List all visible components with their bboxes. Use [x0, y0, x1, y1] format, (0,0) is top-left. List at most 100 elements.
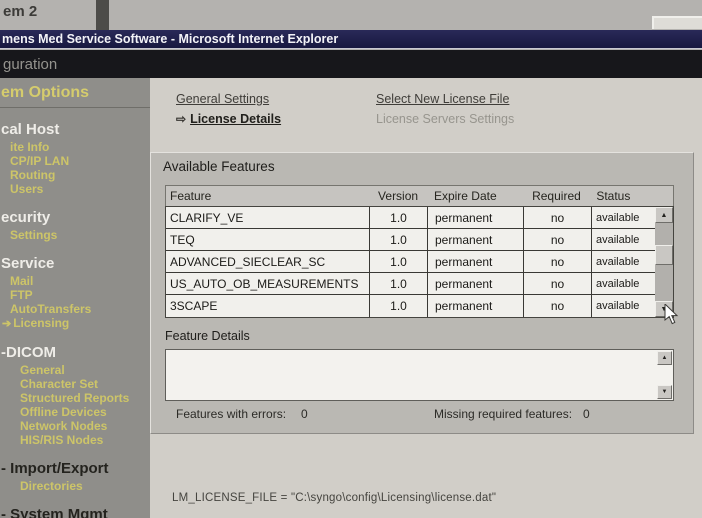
nav-link-select-new-license-file[interactable]: Select New License File — [376, 92, 514, 106]
scroll-up-button[interactable]: ▲ — [655, 207, 673, 223]
content-area: General Settings Select New License File ⇨… — [150, 78, 702, 518]
sidebar-item-label: HIS/RIS Nodes — [20, 433, 104, 447]
features-with-errors-value: 0 — [301, 407, 308, 421]
sidebar-item-licensing[interactable]: ➔ Licensing — [0, 316, 150, 331]
missing-required-features-label: Missing required features: — [434, 407, 573, 421]
table-row[interactable]: ADVANCED_SIECLEAR_SC 1.0 permanent no availa… — [166, 251, 655, 273]
details-scroll-down-button[interactable]: ▼ — [657, 385, 672, 399]
sidebar-nav: cal Host ite Info CP/IP LAN Routing Users ecu… — [0, 121, 150, 518]
sidebar-section-header: ecurity — [1, 209, 150, 226]
scroll-up-icon: ▲ — [660, 211, 668, 219]
sidebar-item-label: ite Info — [10, 140, 50, 154]
nav-link-license-details[interactable]: ⇨ License Details — [176, 112, 376, 126]
table-cell: 1.0 — [370, 295, 428, 317]
column-header-version: Version — [378, 189, 419, 203]
table-cell: available — [596, 255, 640, 268]
window-edge-divider — [96, 0, 109, 30]
mouse-cursor — [664, 304, 679, 325]
ie-titlebar[interactable]: mens Med Service Software - Microsoft In… — [0, 30, 702, 49]
details-scroll-up-button[interactable]: ▲ — [657, 351, 672, 365]
table-cell: no — [524, 295, 592, 317]
sidebar-item-label: - Import/Export — [1, 460, 109, 477]
sidebar: em Options cal Host ite Info CP/IP LAN Rout… — [0, 78, 150, 518]
table-cell: no — [524, 229, 592, 250]
page-header-band: guration — [0, 50, 702, 78]
panel-title: Available Features — [163, 159, 275, 174]
license-nav: General Settings Select New License File ⇨… — [176, 92, 514, 126]
details-scroll-down-icon: ▼ — [661, 389, 668, 395]
license-file-path: LM_LICENSE_FILE = "C:\syngo\config\Licen… — [172, 492, 497, 504]
sidebar-item-ite-info[interactable]: ite Info — [0, 140, 150, 154]
sidebar-item-character-set[interactable]: Character Set — [0, 377, 150, 391]
scrollbar-track[interactable] — [655, 223, 673, 301]
features-table-rows: CLARIFY_VE 1.0 permanent no available TEQ 1.0 p… — [166, 207, 655, 317]
sidebar-item-label: Service — [1, 255, 55, 272]
table-row[interactable]: 3SCAPE 1.0 permanent no available — [166, 295, 655, 317]
nav-link-license-servers-settings: License Servers Settings — [376, 112, 514, 126]
nav-link-general-settings[interactable]: General Settings — [176, 92, 376, 106]
table-cell: 1.0 — [370, 229, 428, 250]
nav-link-label: Select New License File — [376, 92, 510, 106]
column-header-feature: Feature — [170, 189, 212, 203]
feature-details-box[interactable]: ▲ ▼ — [165, 349, 674, 401]
sidebar-item-label: Network Nodes — [20, 419, 108, 433]
sidebar-item-autotransfers[interactable]: AutoTransfers — [0, 302, 150, 316]
table-cell: no — [524, 251, 592, 272]
nav-link-label: License Servers Settings — [376, 112, 515, 126]
table-cell: US_AUTO_OB_MEASUREMENTS — [166, 273, 370, 294]
features-with-errors-label: Features with errors: — [176, 407, 287, 421]
sidebar-section-header: cal Host — [1, 121, 150, 138]
table-scrollbar[interactable]: ▲ ▼ — [655, 207, 673, 317]
table-cell: TEQ — [166, 229, 370, 250]
sidebar-item-label: FTP — [10, 288, 33, 302]
features-table: Feature Version Expire Date Required Status … — [165, 185, 674, 318]
sidebar-item-his-ris-nodes[interactable]: HIS/RIS Nodes — [0, 433, 150, 447]
nav-link-label: License Details — [190, 112, 282, 126]
sidebar-item-network-nodes[interactable]: Network Nodes — [0, 419, 150, 433]
scrollbar-thumb[interactable] — [655, 245, 673, 265]
desktop-top-strip: em 2 — [0, 0, 702, 30]
sidebar-item-general[interactable]: General — [0, 363, 150, 377]
feature-details-label: Feature Details — [165, 329, 250, 343]
selected-item-arrow-icon: ➔ — [2, 318, 12, 330]
sidebar-section-header: - Import/Export — [1, 460, 150, 477]
table-cell: 1.0 — [370, 251, 428, 272]
table-cell: no — [524, 207, 592, 228]
sidebar-item-label: Settings — [10, 228, 58, 242]
active-nav-arrow-icon: ⇨ — [176, 112, 187, 126]
sidebar-item-directories[interactable]: Directories — [0, 479, 150, 493]
table-row[interactable]: TEQ 1.0 permanent no available — [166, 229, 655, 251]
sidebar-item-routing[interactable]: Routing — [0, 168, 150, 182]
table-cell: permanent — [428, 229, 524, 250]
sidebar-item-ftp[interactable]: FTP — [0, 288, 150, 302]
main-area: em Options cal Host ite Info CP/IP LAN Rout… — [0, 78, 702, 518]
sidebar-item-label: Directories — [20, 479, 83, 493]
sidebar-item-mail[interactable]: Mail — [0, 274, 150, 288]
sidebar-item-label: AutoTransfers — [10, 302, 92, 316]
column-header-status: Status — [596, 189, 631, 203]
table-cell: no — [524, 273, 592, 294]
sidebar-item-settings[interactable]: Settings — [0, 228, 150, 242]
sidebar-item-label: ecurity — [1, 209, 51, 226]
sidebar-item-structured-reports[interactable]: Structured Reports — [0, 391, 150, 405]
sidebar-item-label: Licensing — [13, 316, 70, 330]
sidebar-item-label: - System Mgmt — [1, 506, 108, 518]
sidebar-title: em Options — [1, 84, 90, 101]
table-cell: 1.0 — [370, 273, 428, 294]
sidebar-item-label: -DICOM — [1, 344, 56, 361]
sidebar-item-cp-ip-lan[interactable]: CP/IP LAN — [0, 154, 150, 168]
sidebar-item-label: Structured Reports — [20, 391, 130, 405]
table-cell: available — [596, 233, 640, 246]
table-row[interactable]: US_AUTO_OB_MEASUREMENTS 1.0 permanent no ava… — [166, 273, 655, 295]
sidebar-item-users[interactable]: Users — [0, 182, 150, 196]
table-row[interactable]: CLARIFY_VE 1.0 permanent no available — [166, 207, 655, 229]
missing-required-features-value: 0 — [583, 407, 590, 421]
table-cell: 1.0 — [370, 207, 428, 228]
features-table-body: CLARIFY_VE 1.0 permanent no available TEQ 1.0 p… — [165, 206, 674, 318]
table-cell: permanent — [428, 207, 524, 228]
sidebar-item-offline-devices[interactable]: Offline Devices — [0, 405, 150, 419]
features-table-header: Feature Version Expire Date Required Status — [165, 185, 674, 206]
table-cell: permanent — [428, 295, 524, 317]
sidebar-item-label: Character Set — [20, 377, 99, 391]
